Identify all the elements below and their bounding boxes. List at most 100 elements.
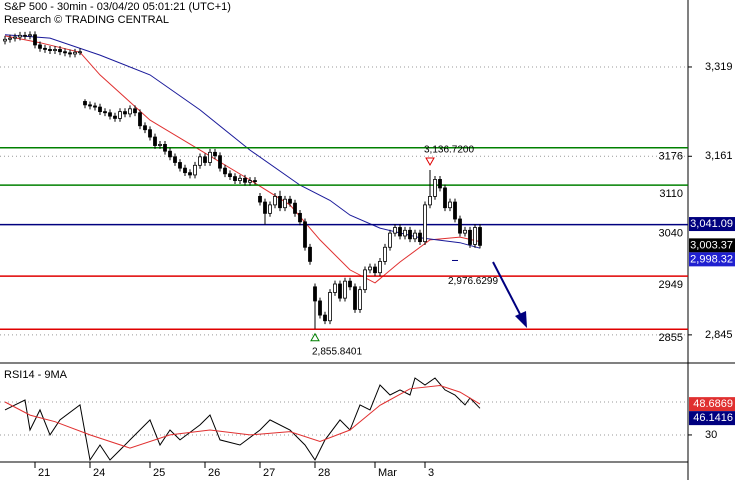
- candle-body: [413, 232, 417, 240]
- high-label: 3,136.7200: [424, 145, 474, 156]
- x-tick-label: 28: [318, 467, 330, 479]
- candle-body: [393, 227, 397, 234]
- candle-body: [168, 150, 172, 158]
- level-label: 3040: [659, 228, 683, 240]
- candle-body: [358, 289, 362, 310]
- candle-body: [323, 314, 327, 322]
- level-label: 3176: [659, 151, 683, 163]
- candle-body: [178, 162, 182, 169]
- candle-body: [158, 144, 162, 146]
- candle-body: [193, 164, 197, 176]
- candle-body: [333, 283, 337, 293]
- x-tick-label: 3: [428, 467, 434, 479]
- high-marker: [425, 157, 435, 167]
- candle-body: [48, 49, 52, 51]
- candle-body: [298, 212, 302, 223]
- candle-body: [453, 201, 457, 220]
- price-box: [689, 411, 735, 426]
- candle-body: [163, 144, 167, 152]
- low-label: 2,855.8401: [312, 346, 362, 357]
- candle-body: [318, 300, 322, 316]
- candle-body: [118, 111, 122, 119]
- candle-body: [188, 172, 192, 176]
- candle-body: [103, 111, 107, 114]
- candle-body: [43, 47, 47, 50]
- candle-body: [143, 125, 147, 131]
- x-tick-label: 25: [153, 467, 165, 479]
- candle-body: [63, 51, 67, 54]
- candle-body: [378, 260, 382, 274]
- price-box: [689, 252, 735, 267]
- candle-body: [468, 229, 472, 245]
- candle-body: [233, 176, 237, 181]
- candle-body: [348, 280, 352, 288]
- candle-body: [68, 52, 72, 55]
- candle-body: [18, 34, 22, 38]
- candle-body: [108, 112, 112, 117]
- candle-body: [198, 156, 202, 166]
- candle-body: [3, 38, 7, 42]
- candle-body: [208, 151, 212, 163]
- candle-body: [58, 49, 62, 53]
- candle-body: [383, 246, 387, 262]
- chart-subtitle: Research © TRADING CENTRAL: [4, 14, 169, 26]
- candle-body: [203, 156, 207, 163]
- rsi-title: RSI14 - 9MA: [4, 369, 68, 381]
- candle-body: [123, 111, 127, 115]
- candle-body: [93, 105, 97, 108]
- candle-body: [458, 218, 462, 234]
- plot-layer: 3,319 3,161 2,845 3,041.09 3,003.37 2,998.32 3…: [0, 31, 735, 479]
- candle-body: [288, 198, 292, 204]
- candle-body: [33, 34, 37, 46]
- y-tick-label: 3,319: [705, 61, 733, 73]
- indicator-line: [4, 377, 481, 462]
- candle-body: [213, 151, 217, 157]
- candle-body: [258, 196, 262, 203]
- price-box: [689, 217, 735, 232]
- candle-body: [183, 167, 187, 174]
- candle-body: [13, 36, 17, 39]
- price-box-label: 3,003.37: [690, 239, 733, 251]
- target-label: 2,976.6299: [448, 276, 498, 287]
- candle-body: [403, 229, 407, 237]
- y-tick-label: 2,845: [705, 329, 733, 341]
- candle-body: [303, 221, 307, 248]
- candle-body: [243, 177, 247, 183]
- candle-body: [268, 204, 272, 214]
- candle-body: [478, 227, 482, 246]
- candle-body: [133, 108, 137, 114]
- low-marker: [310, 332, 320, 342]
- candle-body: [113, 115, 117, 119]
- candle-body: [53, 49, 57, 51]
- candle-body: [223, 167, 227, 175]
- candle-body: [278, 196, 282, 209]
- candle-body: [23, 34, 27, 37]
- x-tick-label: 26: [208, 467, 220, 479]
- candle-body: [128, 108, 132, 115]
- candle-body: [28, 34, 32, 37]
- x-tick-label: Mar: [378, 467, 397, 479]
- candle-body: [248, 180, 252, 183]
- candle-body: [73, 51, 77, 55]
- price-box: [689, 238, 735, 253]
- candle-body: [153, 136, 157, 146]
- candle-body: [463, 229, 467, 234]
- price-box-label: 3,041.09: [690, 218, 733, 230]
- candle-body: [473, 227, 477, 245]
- chart-title: S&P 500 - 30min - 03/04/20 05:01:21 (UTC…: [4, 1, 231, 13]
- candle-body: [423, 204, 427, 243]
- y-tick-label: 3,161: [705, 150, 733, 162]
- candle-body: [38, 44, 42, 49]
- candle-body: [443, 187, 447, 209]
- y-tick-label: 30: [705, 429, 717, 441]
- x-tick-label: 27: [263, 467, 275, 479]
- candle-body: [148, 129, 152, 138]
- candle-body: [138, 112, 142, 127]
- x-tick-label: 21: [38, 467, 50, 479]
- level-label: 2949: [659, 279, 683, 291]
- price-box-label: 2,998.32: [690, 253, 733, 265]
- candle-body: [388, 232, 392, 248]
- candle-body: [398, 227, 402, 237]
- candle-body: [428, 196, 432, 206]
